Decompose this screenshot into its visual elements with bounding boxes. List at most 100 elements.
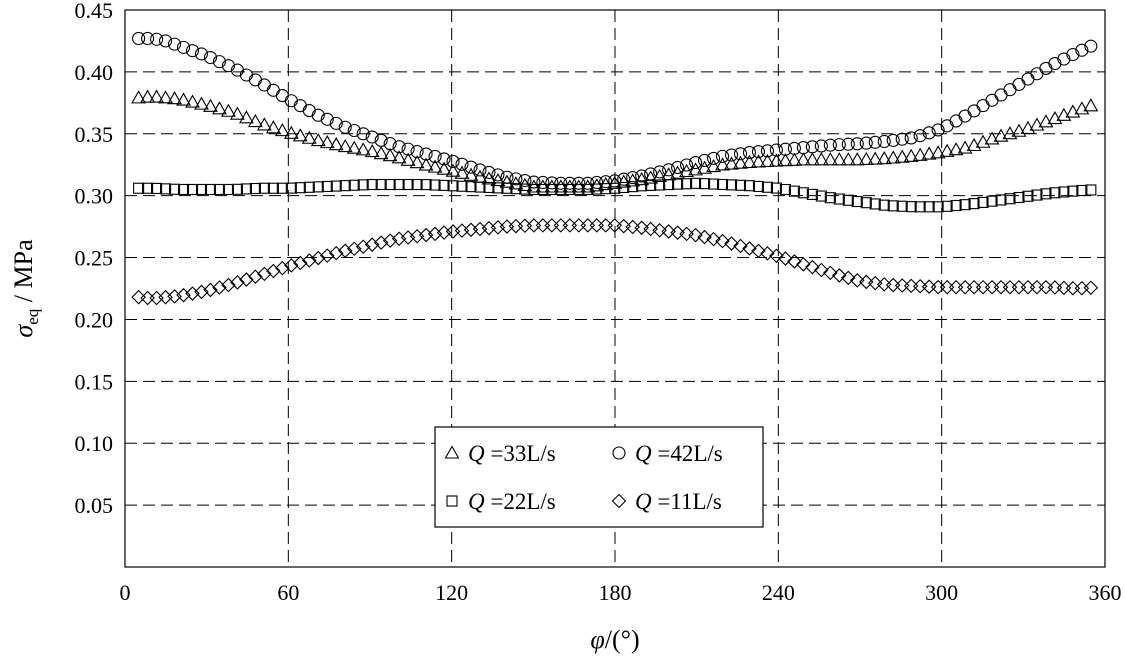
data-point-circle xyxy=(1075,43,1089,57)
data-point-triangle xyxy=(831,152,847,166)
data-point-square xyxy=(977,196,989,208)
data-point-circle xyxy=(680,158,694,172)
data-point-square xyxy=(429,179,441,191)
data-point-square xyxy=(699,178,711,190)
data-point-square xyxy=(348,179,360,191)
data-point-triangle xyxy=(481,171,497,185)
data-point-diamond xyxy=(697,229,712,245)
data-point-square xyxy=(600,183,612,195)
data-point-circle xyxy=(383,137,397,151)
data-point-triangle xyxy=(876,151,892,165)
data-point-diamond xyxy=(858,274,874,290)
data-point-triangle xyxy=(463,167,479,181)
data-point-square xyxy=(663,179,675,191)
data-point-square xyxy=(474,181,486,193)
data-point-triangle xyxy=(975,134,991,148)
data-point-square xyxy=(788,185,800,197)
data-point-triangle xyxy=(176,92,191,106)
data-point-circle xyxy=(401,142,415,156)
data-point-diamond xyxy=(319,248,335,263)
data-point-square xyxy=(905,201,917,213)
data-point-square xyxy=(878,199,890,211)
legend-marker-triangle xyxy=(444,445,460,459)
data-point-diamond xyxy=(876,277,892,292)
data-point-square xyxy=(707,178,720,190)
data-point-diamond xyxy=(634,220,649,236)
data-point-square xyxy=(995,194,1007,206)
data-point-square xyxy=(168,183,181,195)
data-point-square xyxy=(492,182,504,194)
data-point-square xyxy=(761,181,773,193)
data-point-diamond xyxy=(643,221,658,237)
data-point-circle xyxy=(311,108,325,122)
data-point-circle xyxy=(581,176,595,190)
data-point-square xyxy=(815,190,827,202)
data-point-circle xyxy=(221,59,235,73)
data-point-diamond xyxy=(418,227,434,243)
data-point-diamond xyxy=(185,286,200,301)
data-point-triangle xyxy=(436,161,452,175)
data-point-circle xyxy=(715,149,730,163)
data-point-triangle xyxy=(149,89,165,103)
data-point-triangle xyxy=(355,142,371,156)
data-point-diamond xyxy=(867,275,883,291)
data-point-triangle xyxy=(1020,120,1036,134)
data-point-square xyxy=(555,183,567,196)
data-point-circle xyxy=(724,148,739,162)
data-point-square xyxy=(330,180,342,192)
series-diamond xyxy=(131,218,1099,306)
data-point-triangle xyxy=(418,157,434,171)
data-point-triangle xyxy=(283,125,299,139)
data-point-diamond xyxy=(661,224,676,239)
data-point-triangle xyxy=(733,155,748,169)
legend-label-value: =33L/s xyxy=(485,441,556,466)
data-point-square xyxy=(743,180,756,192)
data-point-circle xyxy=(886,133,900,147)
data-point-square xyxy=(483,181,495,194)
data-point-square xyxy=(672,178,684,190)
legend-box xyxy=(434,426,764,528)
x-axis-symbol: φ xyxy=(590,625,604,654)
data-point-triangle xyxy=(697,160,713,174)
data-point-diamond xyxy=(364,237,380,252)
data-point-circle xyxy=(814,139,828,153)
data-point-diamond xyxy=(337,243,353,259)
y-axis-unit: / MPa xyxy=(9,239,38,309)
data-point-square xyxy=(366,178,378,191)
x-tick-label: 60 xyxy=(277,580,299,605)
data-point-circle xyxy=(1057,52,1071,66)
data-point-circle xyxy=(1066,47,1080,62)
data-point-circle xyxy=(599,175,613,189)
data-point-triangle xyxy=(292,128,308,142)
data-point-diamond xyxy=(849,273,865,288)
x-tick-label: 180 xyxy=(599,580,632,605)
data-point-triangle xyxy=(939,143,955,157)
data-point-triangle xyxy=(751,154,766,168)
legend-label-value: =42L/s xyxy=(652,441,723,466)
data-point-square xyxy=(312,181,324,193)
data-point-circle xyxy=(167,37,182,51)
data-point-circle xyxy=(356,127,370,141)
data-point-triangle xyxy=(158,90,174,104)
data-point-triangle xyxy=(337,138,353,153)
data-point-diamond xyxy=(688,227,703,243)
data-point-circle xyxy=(428,149,442,164)
data-point-triangle xyxy=(203,98,218,112)
y-axis-symbol: σ xyxy=(9,324,38,338)
data-point-diamond xyxy=(239,272,254,287)
data-point-circle xyxy=(554,176,568,190)
data-point-diamond xyxy=(284,258,299,273)
data-point-circle xyxy=(590,175,604,190)
data-point-triangle xyxy=(1074,101,1090,115)
data-point-circle xyxy=(787,141,801,155)
x-tick-label: 0 xyxy=(120,580,131,605)
data-point-circle xyxy=(446,154,460,168)
legend-label-symbol: Q xyxy=(635,489,652,514)
data-point-circle xyxy=(212,55,227,69)
data-point-diamond xyxy=(328,245,344,261)
data-point-diamond xyxy=(733,238,748,254)
data-point-triangle xyxy=(903,148,919,162)
data-point-circle xyxy=(132,31,146,46)
data-point-square xyxy=(510,183,522,195)
data-point-circle xyxy=(347,123,361,138)
